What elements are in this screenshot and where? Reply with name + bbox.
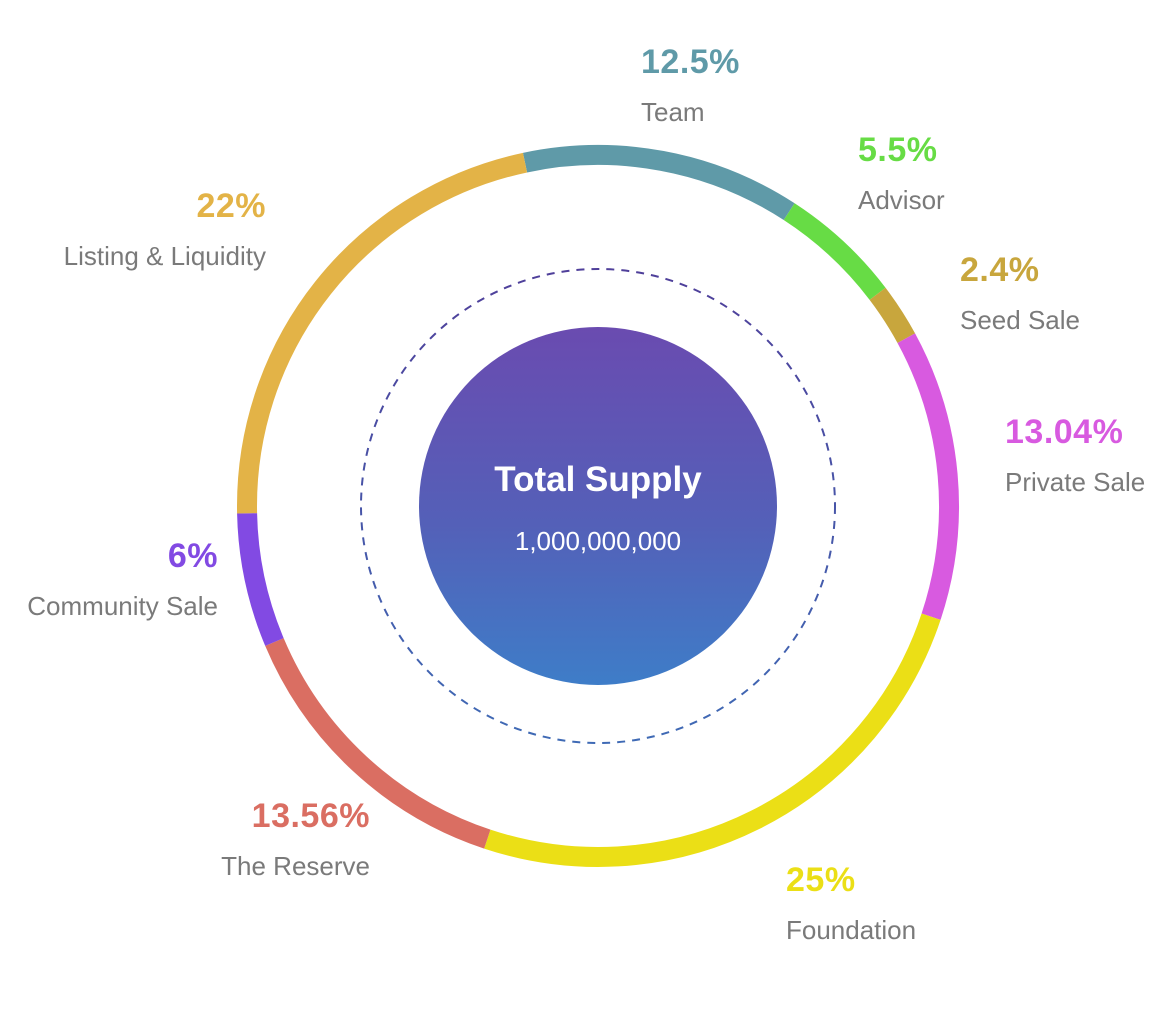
slice-percent: 13.56% (251, 797, 370, 835)
dashed-inner-ring (360, 268, 836, 744)
label-community-sale: 6% Community Sale (27, 539, 218, 619)
slice-name: Private Sale (1005, 467, 1146, 497)
donut-segment-advisor (783, 203, 886, 300)
slice-percent: 12.5% (641, 43, 740, 81)
donut-segment-foundation (484, 613, 941, 867)
slice-name: Team (641, 97, 705, 127)
donut-segment-community-sale (237, 513, 284, 646)
label-listing-liquidity: 22% Listing & Liquidity (64, 189, 266, 269)
slice-name: Seed Sale (960, 305, 1080, 335)
label-team: 12.5% Team (641, 45, 740, 125)
slice-name: Advisor (858, 185, 945, 215)
slice-name: Listing & Liquidity (63, 241, 266, 271)
slice-percent: 22% (196, 187, 266, 225)
slice-percent: 2.4% (960, 251, 1040, 289)
donut-segment-team (522, 145, 795, 221)
donut-segment-seed-sale (869, 287, 916, 344)
donut-segment-private-sale (897, 333, 959, 620)
donut-segment-the-reserve (265, 638, 491, 849)
slice-percent: 5.5% (858, 131, 938, 169)
slice-name: Foundation (786, 915, 917, 945)
slice-name: The Reserve (221, 851, 370, 881)
slice-name: Community Sale (27, 591, 218, 621)
donut-segment-listing-liquidity (237, 152, 528, 514)
center-value: 1,000,000,000 (514, 526, 682, 556)
label-private-sale: 13.04% Private Sale (1005, 415, 1145, 495)
slice-percent: 13.04% (1005, 413, 1124, 451)
center-title: Total Supply (494, 460, 702, 499)
slice-percent: 25% (786, 861, 856, 899)
label-foundation: 25% Foundation (786, 863, 916, 943)
label-advisor: 5.5% Advisor (858, 133, 945, 213)
center-disc (419, 327, 777, 685)
donut-segments (237, 145, 959, 867)
label-seed-sale: 2.4% Seed Sale (960, 253, 1080, 333)
label-the-reserve: 13.56% The Reserve (221, 799, 370, 879)
slice-percent: 6% (167, 537, 218, 575)
